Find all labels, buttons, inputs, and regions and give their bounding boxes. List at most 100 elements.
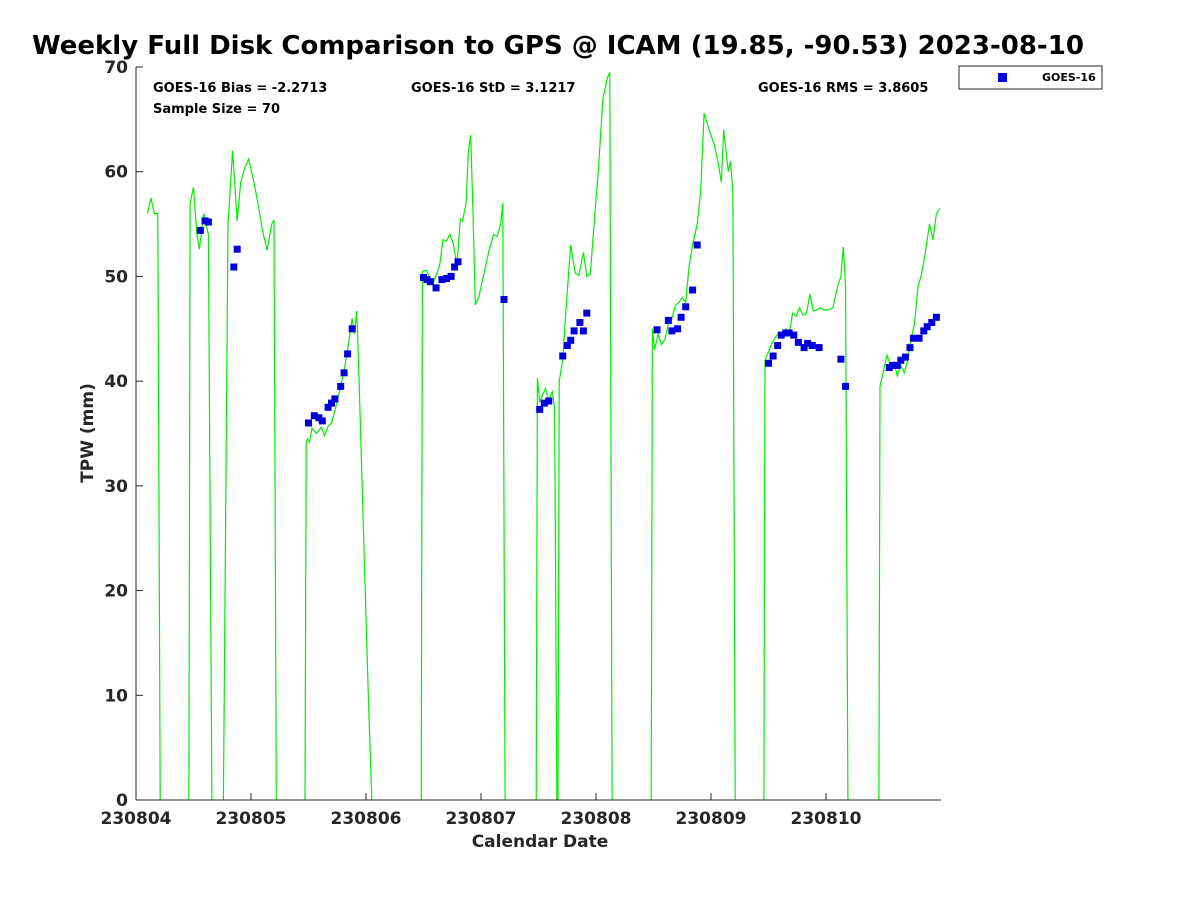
goes16-point bbox=[653, 326, 661, 334]
goes16-point bbox=[889, 361, 897, 369]
y-tick-label: 20 bbox=[104, 582, 128, 602]
goes16-point bbox=[305, 419, 312, 427]
plot-background bbox=[136, 67, 941, 800]
y-tick-label: 40 bbox=[104, 372, 128, 392]
goes16-point bbox=[790, 331, 798, 339]
legend-box bbox=[958, 65, 1103, 90]
goes16-point bbox=[230, 263, 238, 271]
goes16-point bbox=[331, 395, 339, 403]
goes16-point bbox=[570, 327, 578, 335]
y-tick-label: 10 bbox=[104, 686, 128, 706]
goes16-point bbox=[677, 313, 685, 321]
y-axis-label: TPW (mm) bbox=[78, 383, 98, 483]
goes16-point bbox=[536, 405, 544, 413]
rms-stat: GOES-16 RMS = 3.8605 bbox=[758, 81, 928, 96]
gps-line-segment bbox=[146, 197, 161, 801]
goes16-point bbox=[563, 342, 571, 349]
goes16-point bbox=[815, 344, 823, 352]
goes16-point bbox=[909, 334, 917, 342]
goes16-point bbox=[693, 241, 701, 249]
goes16-point bbox=[689, 286, 697, 294]
goes16-point bbox=[500, 296, 508, 303]
goes16-point bbox=[674, 325, 682, 333]
x-tick-label: 230810 bbox=[791, 809, 862, 829]
goes16-point bbox=[540, 399, 548, 407]
goes16-point bbox=[932, 313, 940, 321]
goes16-point bbox=[901, 353, 909, 361]
y-axis-ticks: 0 10 20 30 40 50 60 70 bbox=[104, 58, 143, 811]
y-tick-label: 60 bbox=[104, 163, 128, 183]
goes16-point bbox=[842, 382, 850, 390]
goes16-point bbox=[454, 258, 462, 266]
goes16-point bbox=[432, 284, 440, 292]
goes16-point bbox=[664, 316, 672, 324]
goes16-point bbox=[337, 382, 345, 390]
plot-area bbox=[135, 67, 941, 801]
goes16-point bbox=[328, 399, 335, 407]
gps-line-segment bbox=[763, 247, 849, 801]
legend: GOES-16 bbox=[958, 65, 1103, 90]
x-tick-label: 230804 bbox=[101, 809, 172, 829]
goes16-point bbox=[785, 329, 793, 337]
goes16-point bbox=[579, 327, 587, 335]
y-tick-label: 0 bbox=[116, 791, 128, 811]
x-tick-label: 230806 bbox=[331, 809, 402, 829]
goes16-point bbox=[426, 278, 434, 286]
gps-line-segment bbox=[188, 187, 213, 801]
goes16-point bbox=[774, 342, 782, 349]
sample-size-stat: Sample Size = 70 bbox=[153, 102, 280, 117]
goes16-point bbox=[897, 356, 905, 364]
goes16-point bbox=[318, 417, 326, 425]
goes16-point bbox=[567, 336, 575, 344]
goes16-point bbox=[204, 218, 212, 226]
goes16-point bbox=[804, 339, 812, 347]
y-tick-label: 70 bbox=[104, 58, 128, 78]
goes16-point bbox=[324, 403, 332, 411]
std-stat: GOES-16 StD = 3.1217 bbox=[411, 81, 575, 96]
goes16-point bbox=[340, 369, 348, 377]
goes16-point bbox=[545, 397, 553, 405]
y-tick-label: 50 bbox=[104, 267, 128, 287]
goes16-point bbox=[808, 342, 816, 349]
x-axis-ticks: 230804 230805 230806 230807 230808 230809 2308… bbox=[101, 793, 862, 829]
goes16-point bbox=[348, 325, 356, 333]
legend-label: GOES-16 bbox=[1042, 71, 1096, 84]
legend-marker-icon bbox=[998, 73, 1007, 82]
goes16-point bbox=[893, 361, 901, 369]
x-tick-label: 230807 bbox=[446, 809, 517, 829]
goes16-point bbox=[559, 352, 567, 360]
goes16-point bbox=[576, 319, 584, 326]
bias-stat: GOES-16 Bias = -2.2713 bbox=[153, 81, 327, 96]
gps-line-segment bbox=[535, 377, 558, 801]
goes16-point bbox=[777, 331, 785, 339]
goes16-point bbox=[923, 323, 931, 331]
goes16-point bbox=[794, 338, 802, 346]
y-tick-label: 30 bbox=[104, 477, 128, 497]
goes16-point bbox=[920, 327, 928, 335]
goes16-point bbox=[443, 275, 450, 282]
goes16-point bbox=[765, 359, 772, 367]
x-axis-label: Calendar Date bbox=[472, 832, 609, 852]
goes16-point bbox=[310, 412, 318, 420]
x-tick-label: 230808 bbox=[561, 809, 632, 829]
goes16-point bbox=[928, 319, 936, 326]
goes16-marker-layer bbox=[196, 217, 940, 427]
goes16-point bbox=[438, 276, 446, 284]
gps-line-segment bbox=[304, 310, 373, 801]
x-tick-label: 230805 bbox=[216, 809, 287, 829]
gps-line-segment bbox=[557, 71, 613, 801]
goes16-point bbox=[769, 352, 777, 360]
goes16-point bbox=[837, 355, 845, 363]
goes16-point bbox=[196, 226, 204, 234]
goes16-point bbox=[447, 272, 455, 280]
chart-title: Weekly Full Disk Comparison to GPS @ ICA… bbox=[32, 31, 1084, 61]
x-tick-label: 230809 bbox=[676, 809, 747, 829]
goes16-point bbox=[344, 350, 352, 358]
goes16-point bbox=[906, 344, 914, 352]
goes16-point bbox=[668, 327, 676, 335]
goes16-point bbox=[451, 263, 459, 271]
gps-line-segment bbox=[222, 150, 277, 801]
goes16-point bbox=[233, 245, 241, 253]
goes16-point bbox=[583, 309, 591, 317]
